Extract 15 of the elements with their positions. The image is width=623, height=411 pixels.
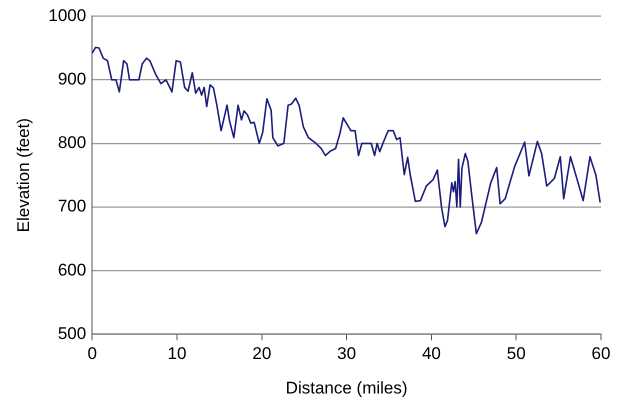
x-tick-label: 50 [506, 344, 526, 364]
y-tick-label: 800 [58, 133, 86, 152]
y-axis-title: Elevation (feet) [14, 118, 33, 232]
x-tick-label: 60 [592, 344, 610, 364]
x-tick-label: 10 [168, 344, 186, 364]
x-tick-label: 30 [337, 344, 356, 364]
x-tick-label: 40 [422, 344, 441, 364]
y-tick-label: 1000 [48, 6, 86, 25]
y-tick-label: 700 [58, 196, 86, 216]
x-tick-label: 0 [87, 344, 97, 364]
y-tick-label: 900 [58, 69, 86, 88]
y-tick-label: 500 [58, 324, 86, 343]
x-tick-label: 20 [252, 344, 272, 364]
y-tick-label: 600 [58, 260, 86, 280]
x-axis-title: Distance (miles) [286, 378, 408, 398]
